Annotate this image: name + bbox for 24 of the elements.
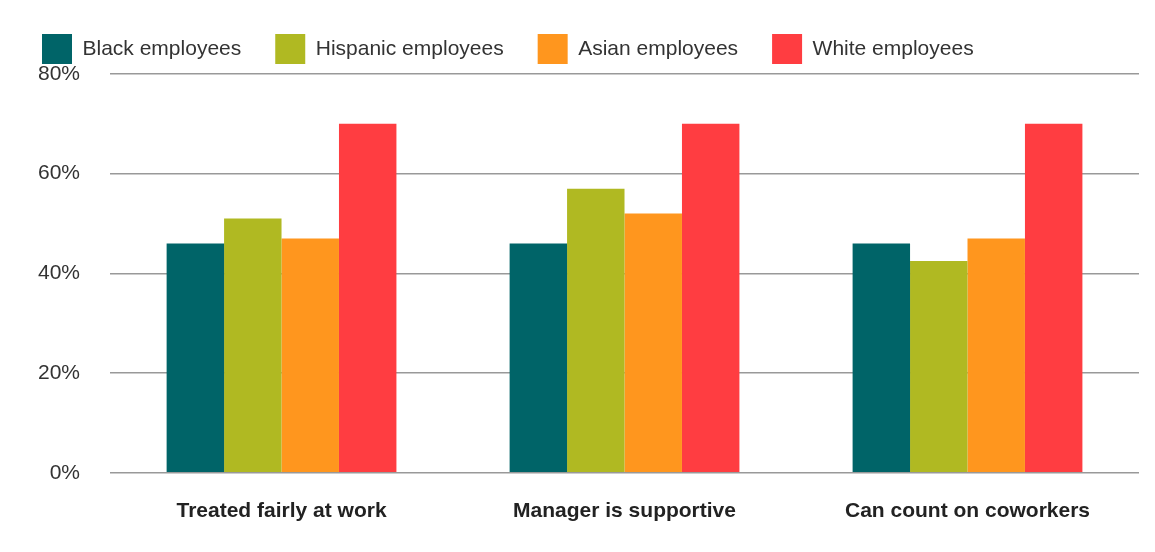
bar — [567, 188, 625, 473]
bar — [1024, 123, 1083, 473]
legend-label: Asian employees — [578, 35, 739, 59]
bar — [281, 238, 339, 473]
y-tick-label: 80% — [38, 60, 81, 84]
bar — [624, 213, 682, 473]
bar — [224, 218, 282, 473]
bar — [852, 243, 911, 473]
legend-label: Hispanic employees — [315, 35, 504, 59]
bar — [967, 238, 1025, 473]
legend-label: White employees — [812, 35, 974, 59]
x-tick-label: Treated fairly at work — [176, 498, 387, 522]
bar — [166, 243, 225, 473]
y-tick-label: 0% — [49, 459, 81, 483]
x-tick-label: Manager is supportive — [513, 498, 736, 522]
y-tick-label: 40% — [38, 260, 81, 284]
x-tick-label: Can count on coworkers — [844, 498, 1091, 522]
y-tick-label: 20% — [38, 359, 81, 383]
legend-label: Black employees — [82, 35, 242, 59]
bar — [338, 123, 397, 473]
bar — [910, 260, 968, 473]
bar — [509, 243, 568, 473]
y-tick-label: 60% — [38, 160, 81, 184]
bar — [681, 123, 740, 473]
